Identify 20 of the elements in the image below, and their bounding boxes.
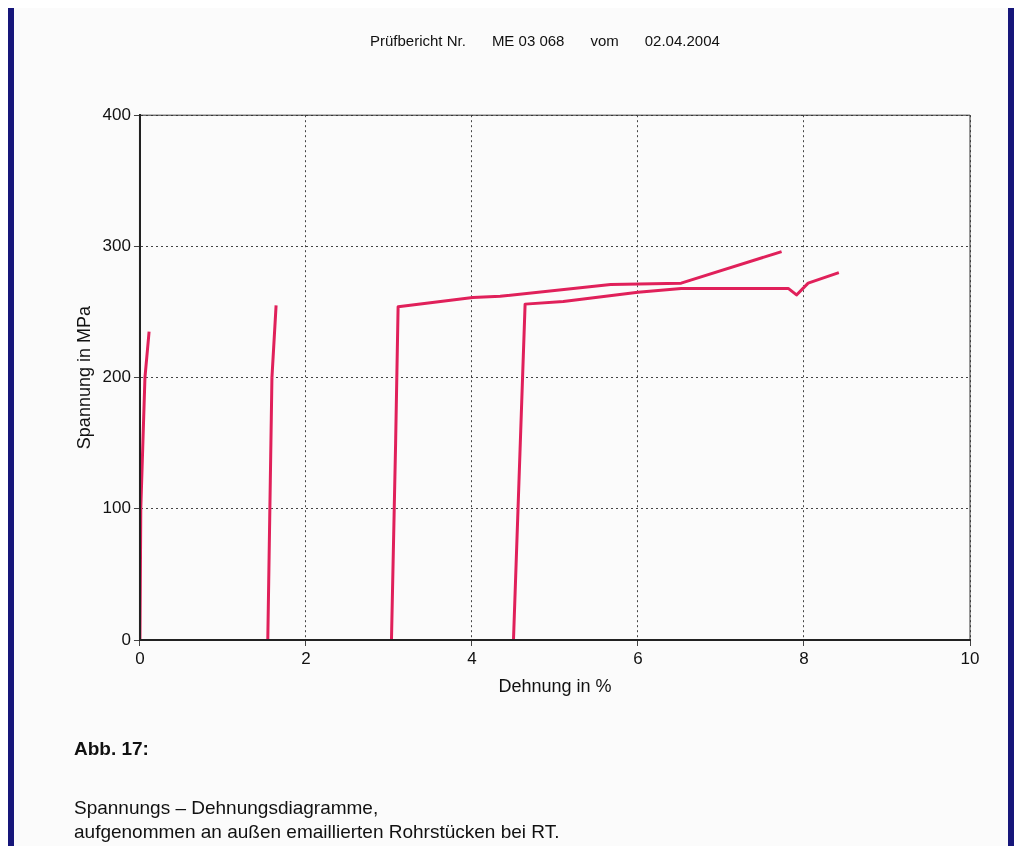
text: ME 03 068 xyxy=(491,32,565,49)
x-tick-label: 8 xyxy=(799,648,809,668)
y-tick-label: 0 xyxy=(121,629,131,649)
caption: Abb. 17: xyxy=(74,738,149,760)
x-tick-label: 2 xyxy=(301,648,311,668)
text: 02.04.2004 xyxy=(644,32,720,49)
x-tick-label: 6 xyxy=(633,648,643,668)
y-tick-label: 400 xyxy=(102,104,131,124)
x-tick-label: 10 xyxy=(960,648,980,668)
text: Spannungs – Dehnungsdiagramme, xyxy=(74,796,380,820)
x-axis-title: Dehnung in % xyxy=(498,676,612,697)
y-axis-title: Spannung in MPa xyxy=(73,305,94,450)
y-tick-label: 100 xyxy=(102,498,131,518)
text: aufgenommen an außen emaillierten Rohrstücken bei RT. xyxy=(74,820,560,844)
text: vom xyxy=(590,32,619,49)
x-tick-label: 4 xyxy=(467,648,477,668)
y-tick-label: 300 xyxy=(102,236,131,256)
x-tick-label: 0 xyxy=(135,648,145,668)
y-tick-label: 200 xyxy=(102,367,131,387)
text: Prüfbericht Nr. xyxy=(370,32,466,49)
